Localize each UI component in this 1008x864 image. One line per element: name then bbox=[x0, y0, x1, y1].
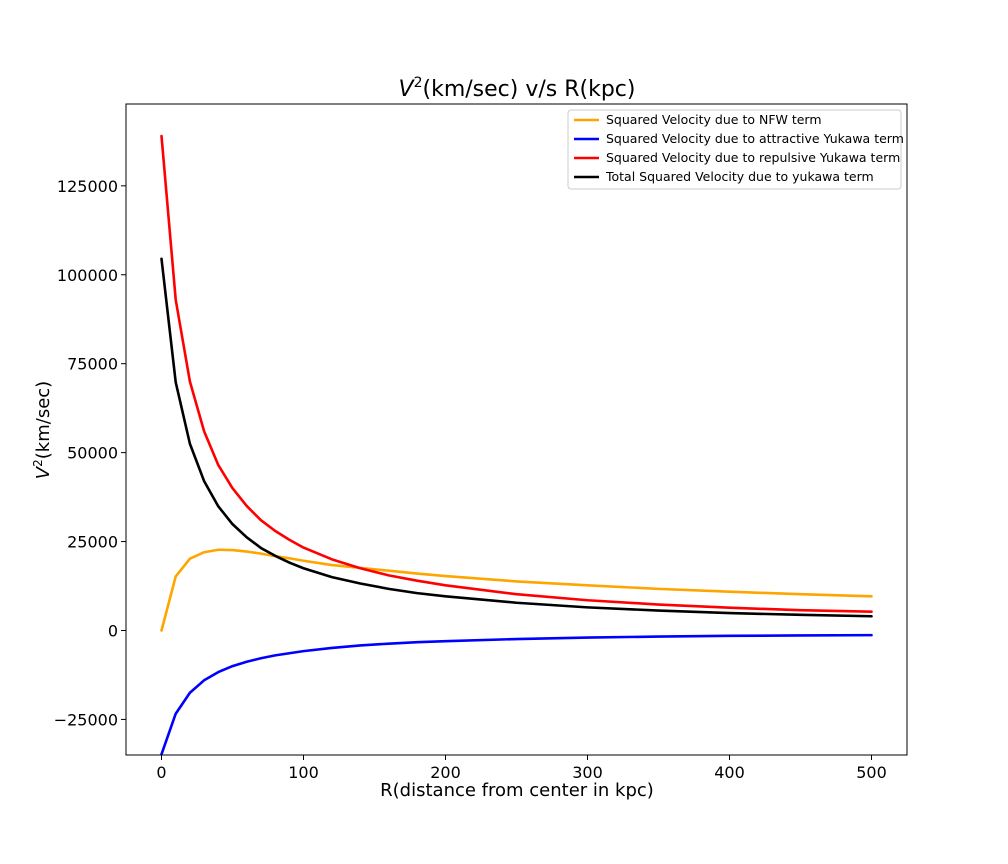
x-tick-label: 500 bbox=[856, 763, 887, 782]
legend-label-4: Total Squared Velocity due to yukawa ter… bbox=[605, 169, 874, 184]
legend-label-3: Squared Velocity due to repulsive Yukawa… bbox=[606, 150, 900, 165]
y-axis-label: V2(km/sec) bbox=[31, 381, 54, 479]
x-tick-label: 0 bbox=[156, 763, 166, 782]
x-axis-label: R(distance from center in kpc) bbox=[380, 780, 654, 801]
x-tick-label: 300 bbox=[572, 763, 603, 782]
y-tick-label: 50000 bbox=[67, 444, 118, 463]
plot-lines bbox=[160, 134, 873, 756]
series-line-2 bbox=[160, 633, 873, 756]
chart-title-main: V bbox=[399, 77, 416, 102]
x-tick-label: 200 bbox=[430, 763, 461, 782]
series-line-4 bbox=[160, 257, 873, 618]
legend-label-2: Squared Velocity due to attractive Yukaw… bbox=[606, 131, 904, 146]
chart-title: V2(km/sec) v/s R(kpc) bbox=[399, 75, 636, 102]
legend: Squared Velocity due to NFW term Squared … bbox=[567, 109, 904, 190]
y-axis-label-main: V bbox=[33, 465, 54, 479]
y-tick-label: 100000 bbox=[57, 266, 118, 285]
x-axis-ticks: 0 100 200 300 400 500 bbox=[156, 755, 887, 782]
x-tick-label: 400 bbox=[714, 763, 745, 782]
y-axis-ticks: −25000 0 25000 50000 75000 100000 125000 bbox=[54, 177, 126, 729]
series-line-3 bbox=[160, 134, 873, 613]
plot-frame bbox=[125, 103, 908, 756]
chart-title-rest: (km/sec) v/s R(kpc) bbox=[423, 77, 636, 102]
chart-title-sup: 2 bbox=[414, 75, 423, 91]
y-tick-label: 0 bbox=[108, 621, 118, 640]
y-tick-label: 75000 bbox=[67, 355, 118, 374]
y-axis-label-sup: 2 bbox=[31, 459, 45, 467]
y-tick-label: 125000 bbox=[57, 177, 118, 196]
y-axis-label-rest: (km/sec) bbox=[33, 381, 54, 459]
legend-box bbox=[567, 109, 902, 190]
series-line-1 bbox=[160, 548, 873, 632]
x-tick-label: 100 bbox=[288, 763, 319, 782]
y-tick-label: 25000 bbox=[67, 533, 118, 552]
legend-label-1: Squared Velocity due to NFW term bbox=[606, 112, 822, 127]
y-tick-label: −25000 bbox=[54, 710, 118, 729]
